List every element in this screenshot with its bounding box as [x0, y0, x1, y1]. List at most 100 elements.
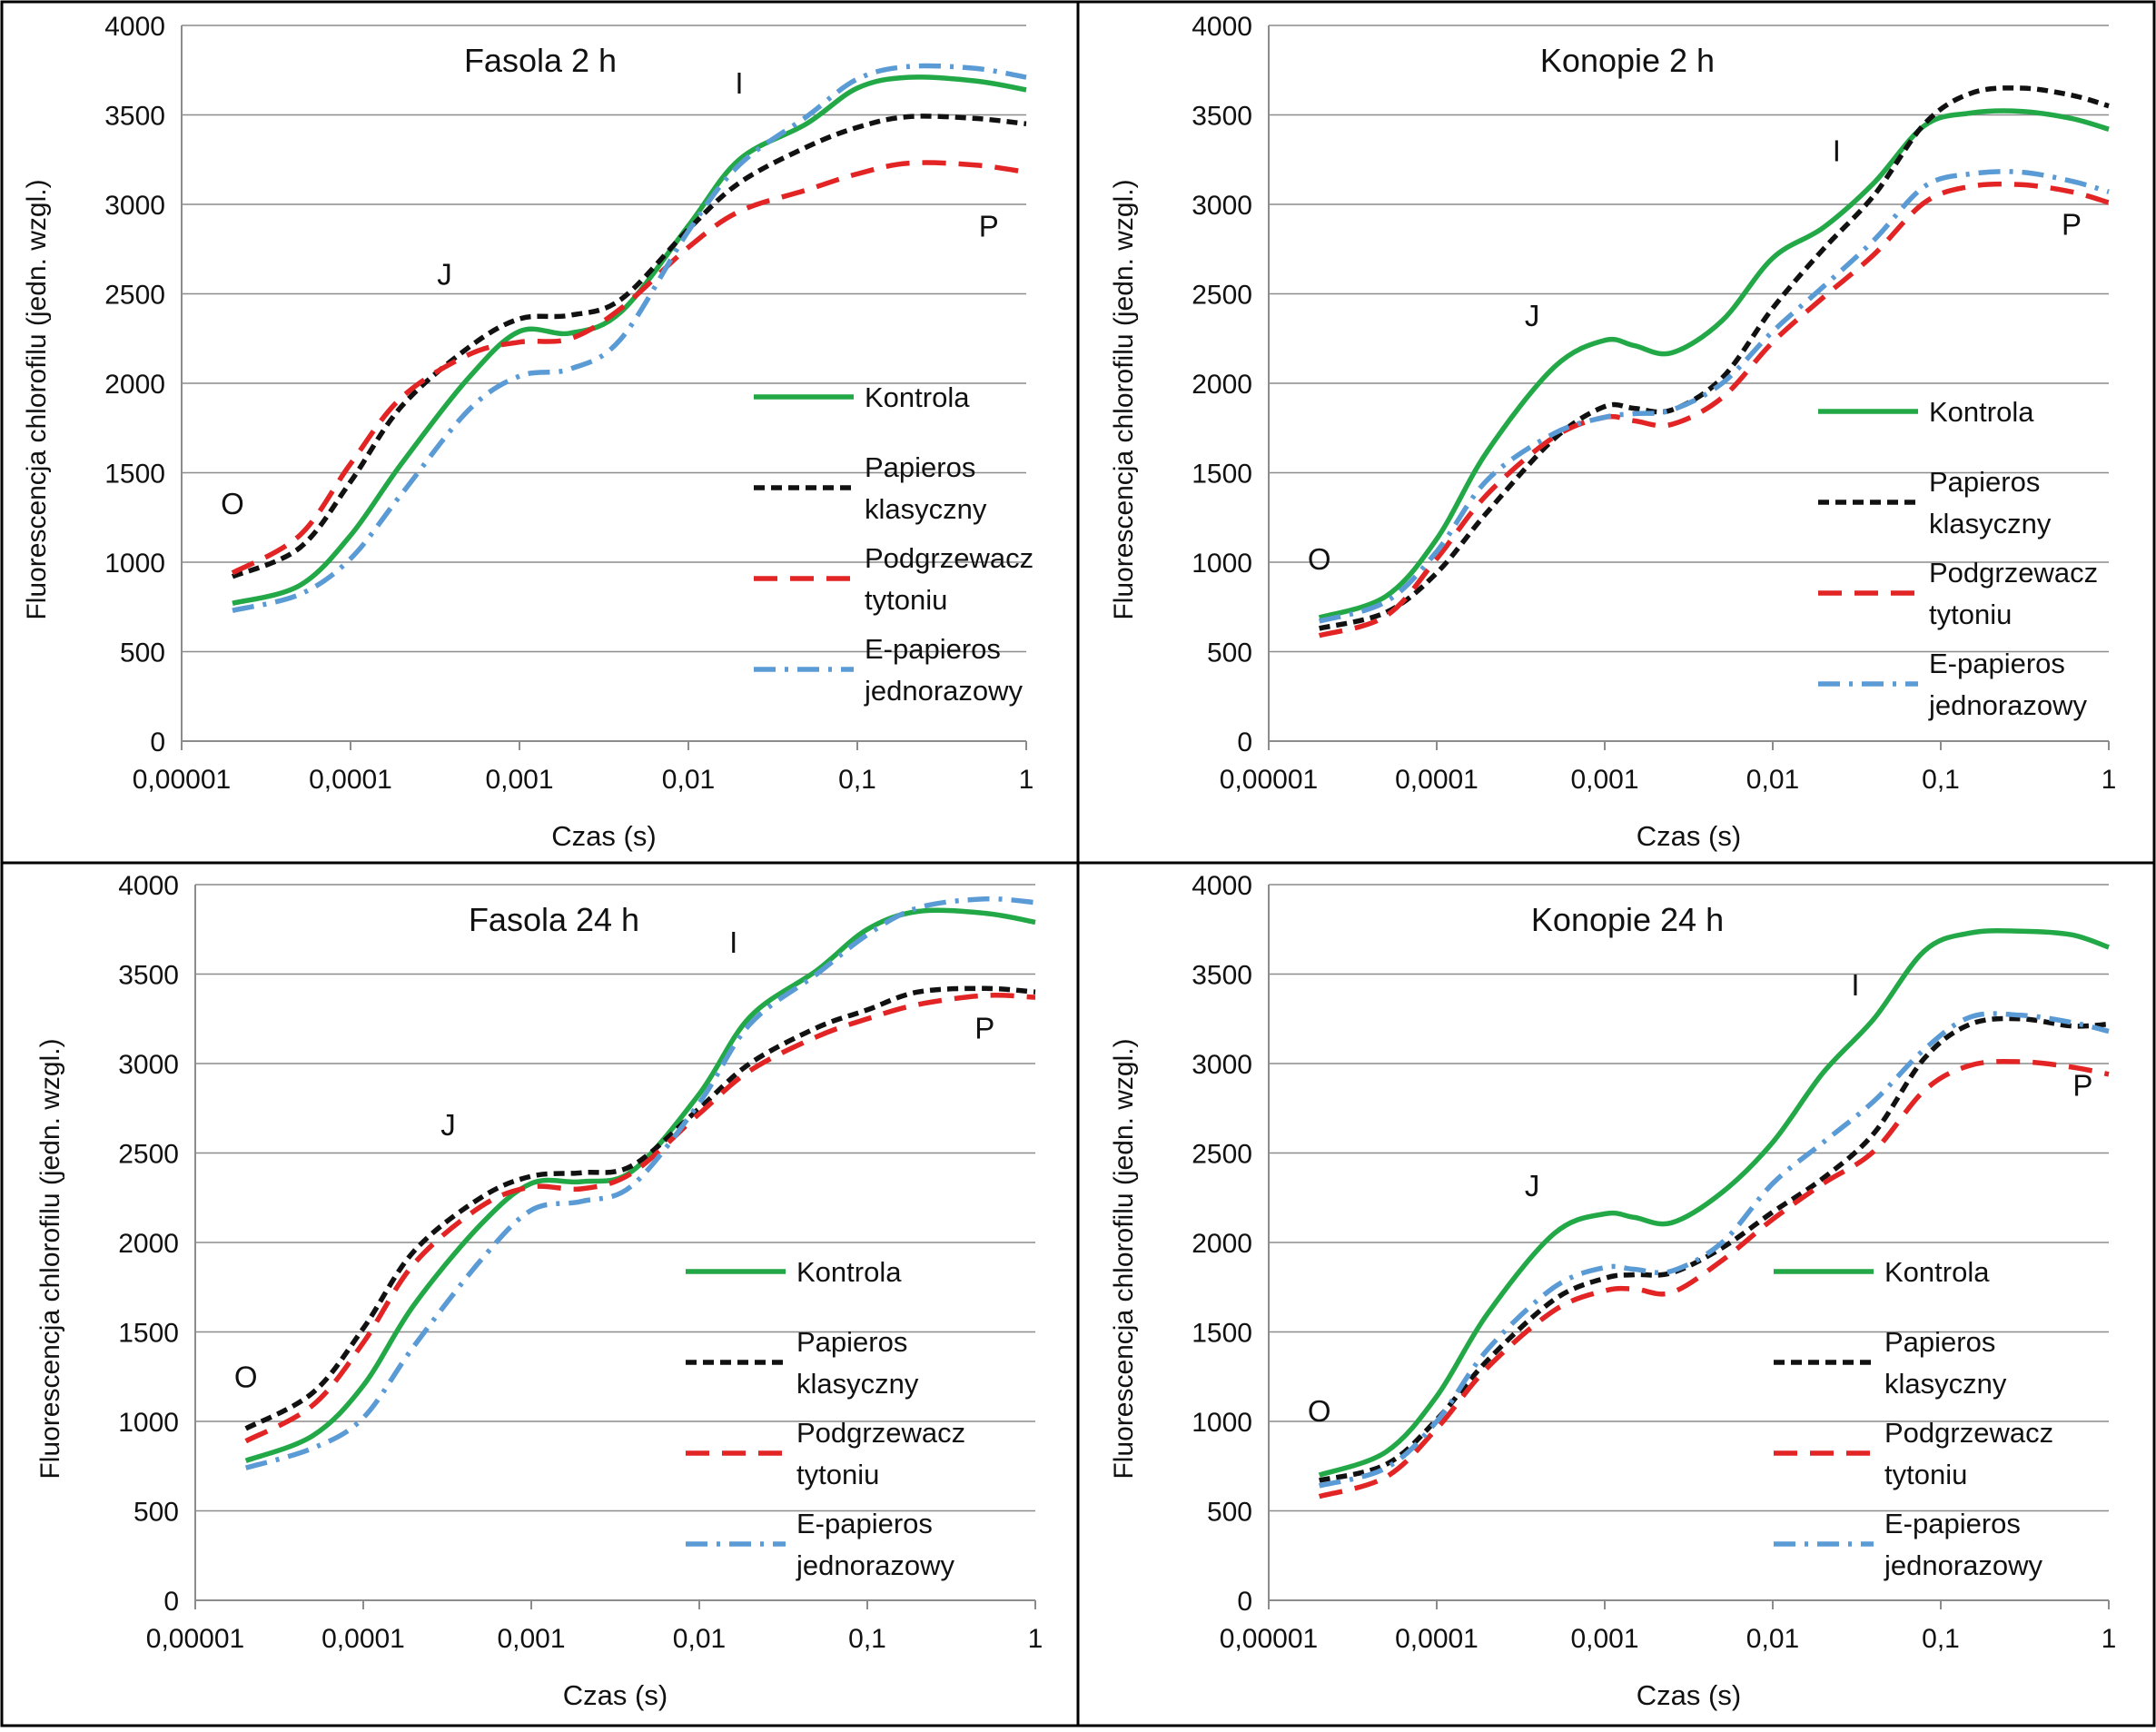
phase-label: O [234, 1361, 258, 1394]
y-tick-label: 4000 [118, 871, 179, 901]
legend-label: E-papieros jednorazowy [796, 1508, 955, 1581]
y-tick-label: 1500 [104, 460, 165, 490]
legend-label: E-papieros jednorazowy [864, 633, 1024, 707]
phase-label: J [1525, 1169, 1540, 1203]
legend: Kontrola Papieros klasyczny Podgrzewacz tyto… [754, 381, 1033, 707]
x-tick-label: 0,01 [673, 1624, 726, 1654]
legend-label: Papieros klasyczny [796, 1326, 919, 1400]
y-axis-label: Fluorescencja chlorofilu (jedn. wzgl.) [1109, 1038, 1139, 1479]
x-tick-label: 0,001 [497, 1624, 565, 1654]
y-axis-label: Fluorescencja chlorofilu (jedn. wzgl.) [22, 179, 52, 619]
legend-label: Podgrzewacz tytoniu [1929, 557, 2098, 630]
y-tick-label: 1000 [118, 1408, 179, 1438]
series-line-3 [244, 993, 1036, 1444]
phase-label: I [729, 925, 737, 959]
y-tick-label: 2500 [104, 281, 165, 311]
phase-label: P [979, 209, 999, 242]
y-tick-label: 1000 [104, 549, 165, 579]
x-axis-label: Czas (s) [563, 1679, 668, 1711]
y-tick-label: 3000 [1192, 1050, 1252, 1080]
y-tick-label: 3500 [118, 961, 179, 991]
phase-label: I [1851, 968, 1859, 1002]
legend-label: Papieros klasyczny [865, 451, 987, 525]
chart-title: Fasola 2 h [464, 42, 617, 79]
legend-label: E-papieros jednorazowy [1884, 1508, 2043, 1581]
y-tick-label: 3500 [1192, 961, 1252, 991]
series-line-2 [1319, 85, 2110, 631]
y-tick-label: 1000 [1192, 1408, 1252, 1438]
series-line-4 [244, 896, 1036, 1470]
x-tick-label: 1 [1019, 765, 1034, 795]
x-tick-label: 0,1 [1922, 765, 1960, 795]
y-tick-label: 0 [150, 727, 165, 757]
y-tick-label: 3000 [1192, 191, 1252, 221]
phase-label: O [1308, 542, 1331, 576]
phase-label: J [1525, 299, 1540, 332]
y-tick-label: 4000 [104, 12, 165, 42]
x-tick-label: 0,001 [485, 765, 553, 795]
legend-label: Kontrola [796, 1256, 902, 1288]
legend-label: Podgrzewacz tytoniu [796, 1417, 965, 1490]
legend-label: Kontrola [1929, 396, 2034, 428]
x-tick-label: 0,1 [848, 1624, 886, 1654]
y-tick-label: 500 [120, 638, 165, 668]
y-tick-label: 500 [134, 1498, 179, 1528]
x-tick-label: 0,001 [1570, 1624, 1638, 1654]
legend-label: E-papieros jednorazowy [1928, 648, 2088, 721]
chart-panel-3: 0 500 1000 1500 2000 2500 3000 3500 4000 0,00001 0… [35, 871, 1043, 1711]
legend-label: Papieros klasyczny [1884, 1326, 2007, 1400]
phase-label: O [221, 487, 244, 520]
y-tick-label: 500 [1207, 1498, 1252, 1528]
x-tick-label: 0,1 [838, 765, 876, 795]
series-line-3 [1318, 1058, 2110, 1499]
y-tick-label: 2500 [1192, 281, 1252, 311]
y-tick-label: 3500 [104, 102, 165, 132]
y-tick-label: 1000 [1192, 549, 1252, 579]
chart-panel-1: 0 500 1000 1500 2000 2500 3000 3500 4000 0,00001 0… [22, 12, 1033, 852]
phase-label: J [440, 1108, 456, 1142]
x-tick-label: 0,00001 [133, 765, 231, 795]
phase-label: J [437, 258, 452, 292]
y-tick-label: 0 [1237, 727, 1252, 757]
series-line-2 [1319, 1015, 2110, 1483]
chart-title: Fasola 24 h [469, 901, 639, 938]
x-tick-label: 0,1 [1922, 1624, 1960, 1654]
x-tick-label: 0,001 [1570, 765, 1638, 795]
y-axis-label: Fluorescencja chlorofilu (jedn. wzgl.) [35, 1038, 65, 1479]
series-line-1 [232, 74, 1027, 606]
chart-title: Konopie 2 h [1540, 42, 1715, 79]
y-tick-label: 2000 [1192, 370, 1252, 400]
series-line-1 [1318, 927, 2110, 1478]
x-tick-label: 0,0001 [1395, 765, 1479, 795]
x-tick-label: 1 [1028, 1624, 1043, 1654]
x-tick-label: 0,00001 [1220, 1624, 1318, 1654]
x-axis-label: Czas (s) [1637, 820, 1741, 852]
x-tick-label: 1 [2102, 1624, 2117, 1654]
x-tick-label: 0,01 [662, 765, 715, 795]
y-axis-label: Fluorescencja chlorofilu (jedn. wzgl.) [1109, 179, 1139, 619]
chart-title: Konopie 24 h [1531, 901, 1724, 938]
y-tick-label: 1500 [1192, 460, 1252, 490]
legend-label: Kontrola [1884, 1256, 1990, 1288]
y-tick-label: 2500 [118, 1140, 179, 1170]
y-tick-label: 2000 [1192, 1229, 1252, 1259]
x-tick-label: 0,0001 [321, 1624, 405, 1654]
x-axis-label: Czas (s) [551, 820, 656, 852]
legend-label: Podgrzewacz tytoniu [865, 542, 1033, 616]
y-tick-label: 2000 [104, 370, 165, 400]
series-line-3 [1318, 181, 2110, 638]
y-tick-label: 2000 [118, 1229, 179, 1259]
legend-label: Kontrola [865, 381, 970, 413]
legend: Kontrola Papieros klasyczny Podgrzewacz tyto… [686, 1256, 965, 1581]
y-tick-label: 3000 [104, 191, 165, 221]
x-tick-label: 0,00001 [146, 1624, 244, 1654]
y-tick-label: 500 [1207, 638, 1252, 668]
y-tick-label: 0 [1237, 1587, 1252, 1617]
y-tick-label: 1500 [1192, 1319, 1252, 1349]
phase-label: I [735, 66, 743, 100]
x-tick-label: 0,0001 [1395, 1624, 1479, 1654]
series-line-4 [1318, 1011, 2110, 1489]
series-line-3 [231, 160, 1027, 576]
